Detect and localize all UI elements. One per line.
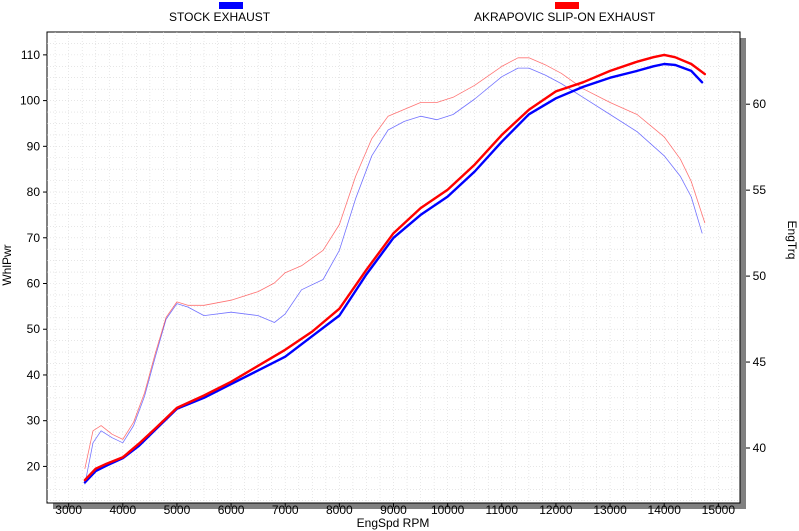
legend-label-akrapovic: AKRAPOVIC SLIP-ON EXHAUST <box>474 10 656 24</box>
left-tick-label: 110 <box>21 48 40 62</box>
right-tick-label: 55 <box>753 183 767 197</box>
left-tick-label: 80 <box>27 185 41 199</box>
series-group <box>83 53 706 485</box>
x-tick-label: 12000 <box>539 503 573 517</box>
x-axis-ticks: 3000 4000 5000 6000 7000 8000 9000 10000 11000 12… <box>55 503 735 517</box>
left-tick-label: 70 <box>27 231 41 245</box>
right-tick-label: 60 <box>753 97 767 111</box>
x-tick-label: 14000 <box>648 503 682 517</box>
legend-swatch-stock <box>219 2 243 9</box>
grid <box>47 32 740 503</box>
right-axis-title: EngTrq <box>785 221 799 260</box>
left-tick-label: 20 <box>27 459 41 473</box>
legend-label-stock: STOCK EXHAUST <box>169 10 271 24</box>
left-tick-label: 100 <box>20 94 40 108</box>
x-axis-title: EngSpd RPM <box>357 516 430 530</box>
left-tick-label: 30 <box>27 414 41 428</box>
x-tick-label: 8000 <box>326 503 353 517</box>
left-tick-label: 90 <box>27 139 41 153</box>
left-tick-label: 40 <box>27 368 41 382</box>
right-tick-label: 50 <box>753 269 767 283</box>
x-tick-label: 6000 <box>218 503 245 517</box>
x-tick-label: 3000 <box>55 503 82 517</box>
x-tick-label: 10000 <box>431 503 465 517</box>
left-tick-label: 60 <box>27 277 41 291</box>
x-tick-label: 9000 <box>380 503 407 517</box>
left-axis-ticks: 20 30 40 50 60 70 80 90 100 110 <box>20 48 47 473</box>
left-tick-label: 50 <box>27 322 41 336</box>
x-tick-label: 11000 <box>486 503 519 517</box>
stock-torque-line <box>84 67 703 485</box>
x-tick-label: 7000 <box>272 503 299 517</box>
akrapovic-power-line <box>83 53 706 482</box>
legend-swatch-akrapovic <box>555 2 579 9</box>
x-tick-label: 4000 <box>109 503 136 517</box>
x-tick-label: 13000 <box>593 503 627 517</box>
right-tick-label: 45 <box>753 355 767 369</box>
right-axis-ticks: 40 45 50 55 60 <box>746 97 766 455</box>
right-tick-label: 40 <box>753 441 767 455</box>
x-tick-label: 5000 <box>164 503 191 517</box>
x-tick-label: 15000 <box>702 503 736 517</box>
left-axis-title: WhlPwr <box>0 244 14 285</box>
